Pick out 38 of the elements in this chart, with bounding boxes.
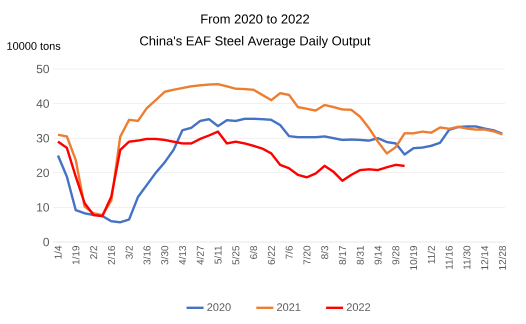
y-tick-label: 20	[36, 168, 50, 178]
y-tick-label: 30	[36, 134, 50, 142]
x-tick-label: 12/28	[498, 246, 506, 270]
x-tick-label: 8/31	[356, 246, 364, 264]
x-tick-label: 4/27	[196, 246, 204, 265]
x-tick-label: 3/16	[143, 246, 151, 265]
x-tick-label: 12/14	[480, 246, 488, 270]
x-tick-label: 10/19	[410, 246, 418, 270]
x-tick-label: 2/16	[108, 246, 115, 264]
x-tick-label: 11/2	[428, 246, 435, 264]
y-tick-label: 10	[37, 203, 50, 212]
y-tick-label: 40	[36, 99, 50, 108]
x-tick-label: 8/3	[320, 246, 328, 259]
chart-subtitle: China's EAF Steel Average Daily Output	[140, 36, 370, 48]
legend-label: 2020	[207, 303, 231, 312]
y-tick-label: 0	[43, 238, 50, 246]
x-tick-label: 9/28	[392, 246, 400, 264]
x-tick-label: 11/16	[445, 246, 453, 269]
chart-title: From 2020 to 2022	[201, 14, 310, 24]
x-tick-label: 7/20	[303, 246, 310, 264]
y-axis-title: 10000 tons	[7, 42, 60, 50]
y-tick-label: 50	[36, 64, 50, 74]
x-tick-label: 7/6	[285, 246, 293, 259]
x-tick-label: 3/2	[125, 246, 133, 259]
x-tick-label: 8/17	[338, 246, 346, 264]
legend-label: 2021	[277, 303, 300, 312]
x-tick-label: 1/19	[72, 246, 80, 264]
x-tick-label: 5/11	[214, 246, 222, 264]
x-tick-label: 1/4	[54, 246, 62, 259]
x-tick-label: 6/8	[250, 246, 258, 259]
x-tick-label: 9/14	[374, 246, 382, 264]
legend-label: 2022	[346, 303, 370, 312]
x-tick-label: 6/22	[268, 246, 275, 264]
x-tick-label: 4/13	[178, 246, 186, 265]
x-tick-label: 11/30	[463, 246, 470, 269]
x-tick-label: 3/30	[160, 246, 168, 265]
x-tick-label: 2/2	[90, 246, 98, 259]
x-tick-label: 5/25	[232, 246, 240, 265]
